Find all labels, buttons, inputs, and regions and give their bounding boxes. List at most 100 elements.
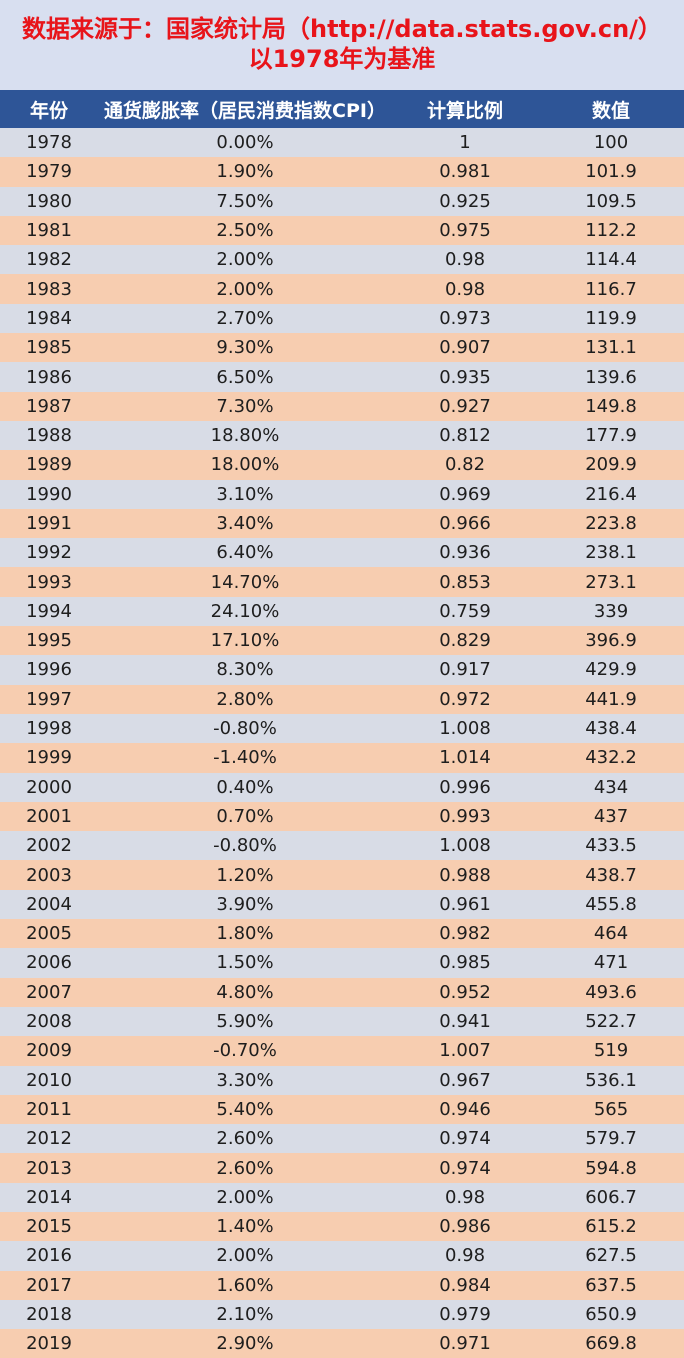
value-cell: 441.9: [538, 684, 684, 714]
year-cell: 1998: [0, 713, 98, 744]
inflation-rate-cell: 6.40%: [98, 538, 392, 568]
year-cell: 1999: [0, 743, 98, 773]
value-cell: 177.9: [538, 420, 684, 451]
year-cell: 2014: [0, 1182, 98, 1212]
inflation-rate-cell: 1.50%: [98, 948, 392, 978]
table-row: 2019 2.90% 0.971 669.8: [0, 1329, 684, 1358]
table-row: 1985 9.30% 0.907 131.1: [0, 333, 684, 363]
inflation-rate-cell: 0.40%: [98, 772, 392, 802]
table-row: 2016 2.00% 0.98 627.5: [0, 1241, 684, 1271]
ratio-cell: 1.008: [392, 831, 538, 861]
value-cell: 139.6: [538, 362, 684, 392]
ratio-cell: 0.975: [392, 215, 538, 246]
value-cell: 565: [538, 1094, 684, 1125]
inflation-rate-cell: 3.90%: [98, 889, 392, 920]
value-cell: 339: [538, 596, 684, 627]
value-cell: 434: [538, 772, 684, 802]
table-row: 1981 2.50% 0.975 112.2: [0, 215, 684, 246]
table-header: 年份 通货膨胀率（居民消费指数CPI） 计算比例 数值: [0, 90, 684, 128]
header-row: 年份 通货膨胀率（居民消费指数CPI） 计算比例 数值: [0, 90, 684, 128]
value-cell: 100: [538, 128, 684, 158]
inflation-rate-cell: 1.40%: [98, 1211, 392, 1242]
table-row: 2014 2.00% 0.98 606.7: [0, 1182, 684, 1212]
inflation-rate-cell: 4.80%: [98, 977, 392, 1007]
ratio-cell: 0.952: [392, 977, 538, 1007]
value-cell: 114.4: [538, 245, 684, 275]
year-cell: 2013: [0, 1153, 98, 1183]
year-cell: 2002: [0, 831, 98, 861]
column-header-cpi: 通货膨胀率（居民消费指数CPI）: [98, 90, 392, 128]
year-cell: 1981: [0, 215, 98, 246]
table-row: 2009 -0.70% 1.007 519: [0, 1036, 684, 1066]
table-row: 2013 2.60% 0.974 594.8: [0, 1153, 684, 1183]
table-row: 2003 1.20% 0.988 438.7: [0, 860, 684, 890]
inflation-rate-cell: 17.10%: [98, 626, 392, 656]
table-row: 1979 1.90% 0.981 101.9: [0, 157, 684, 187]
table-row: 1984 2.70% 0.973 119.9: [0, 303, 684, 334]
value-cell: 112.2: [538, 215, 684, 246]
inflation-rate-cell: 18.80%: [98, 420, 392, 451]
value-cell: 464: [538, 919, 684, 949]
inflation-rate-cell: 7.50%: [98, 186, 392, 216]
inflation-rate-cell: 2.60%: [98, 1124, 392, 1154]
table-row: 1998 -0.80% 1.008 438.4: [0, 713, 684, 744]
column-header-value: 数值: [538, 90, 684, 128]
year-cell: 2000: [0, 772, 98, 802]
year-cell: 1993: [0, 567, 98, 597]
inflation-rate-cell: 2.90%: [98, 1329, 392, 1358]
table-row: 2001 0.70% 0.993 437: [0, 801, 684, 832]
ratio-cell: 0.982: [392, 919, 538, 949]
year-cell: 2018: [0, 1299, 98, 1330]
table-row: 2015 1.40% 0.986 615.2: [0, 1211, 684, 1242]
table-row: 1997 2.80% 0.972 441.9: [0, 684, 684, 714]
value-cell: 455.8: [538, 889, 684, 920]
ratio-cell: 0.979: [392, 1299, 538, 1330]
ratio-cell: 0.993: [392, 801, 538, 832]
value-cell: 437: [538, 801, 684, 832]
year-cell: 1986: [0, 362, 98, 392]
year-cell: 1979: [0, 157, 98, 187]
year-cell: 2010: [0, 1065, 98, 1095]
ratio-cell: 0.98: [392, 1182, 538, 1212]
table-row: 1999 -1.40% 1.014 432.2: [0, 743, 684, 773]
inflation-rate-cell: 1.60%: [98, 1270, 392, 1300]
table-row: 1982 2.00% 0.98 114.4: [0, 245, 684, 275]
year-cell: 1992: [0, 538, 98, 568]
table-row: 1990 3.10% 0.969 216.4: [0, 479, 684, 509]
ratio-cell: 0.927: [392, 391, 538, 421]
table-row: 2018 2.10% 0.979 650.9: [0, 1299, 684, 1330]
ratio-cell: 0.82: [392, 450, 538, 480]
year-cell: 1988: [0, 420, 98, 451]
inflation-rate-cell: 2.00%: [98, 1182, 392, 1212]
year-cell: 2017: [0, 1270, 98, 1300]
value-cell: 637.5: [538, 1270, 684, 1300]
value-cell: 109.5: [538, 186, 684, 216]
column-header-ratio: 计算比例: [392, 90, 538, 128]
table-row: 1986 6.50% 0.935 139.6: [0, 362, 684, 392]
inflation-rate-cell: 1.90%: [98, 157, 392, 187]
table-row: 2010 3.30% 0.967 536.1: [0, 1065, 684, 1095]
year-cell: 2005: [0, 919, 98, 949]
year-cell: 1994: [0, 596, 98, 627]
value-cell: 396.9: [538, 626, 684, 656]
ratio-cell: 0.986: [392, 1211, 538, 1242]
ratio-cell: 0.925: [392, 186, 538, 216]
year-cell: 1987: [0, 391, 98, 421]
year-cell: 2015: [0, 1211, 98, 1242]
inflation-rate-cell: 2.70%: [98, 303, 392, 334]
inflation-rate-cell: 2.00%: [98, 274, 392, 304]
inflation-rate-cell: 3.30%: [98, 1065, 392, 1095]
ratio-cell: 0.985: [392, 948, 538, 978]
ratio-cell: 0.969: [392, 479, 538, 509]
year-cell: 2007: [0, 977, 98, 1007]
table-row: 2011 5.40% 0.946 565: [0, 1094, 684, 1125]
value-cell: 438.4: [538, 713, 684, 744]
ratio-cell: 0.829: [392, 626, 538, 656]
value-cell: 238.1: [538, 538, 684, 568]
year-cell: 2001: [0, 801, 98, 832]
inflation-rate-cell: 6.50%: [98, 362, 392, 392]
year-cell: 1978: [0, 128, 98, 158]
value-cell: 149.8: [538, 391, 684, 421]
ratio-cell: 0.972: [392, 684, 538, 714]
inflation-rate-cell: 18.00%: [98, 450, 392, 480]
